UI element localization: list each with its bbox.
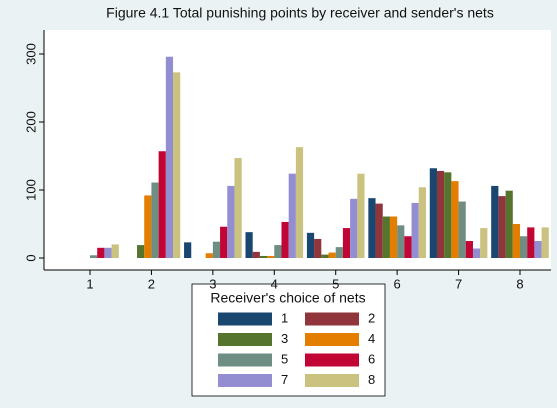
bar — [472, 248, 481, 258]
x-tick-label: 6 — [394, 276, 401, 291]
y-tick-label: 0 — [23, 254, 38, 261]
legend-swatch — [305, 333, 359, 346]
bar — [295, 147, 304, 258]
bar — [137, 245, 145, 258]
chart-title: Figure 4.1 Total punishing points by rec… — [106, 5, 494, 21]
bar — [227, 185, 235, 258]
x-tick-label: 2 — [148, 276, 155, 291]
bar — [259, 255, 268, 258]
legend-swatch — [218, 312, 272, 326]
y-tick-label: 300 — [23, 43, 38, 65]
bar — [281, 221, 289, 258]
bar — [520, 236, 528, 258]
legend-label: 1 — [281, 310, 288, 325]
bar — [306, 232, 315, 258]
legend-swatch — [218, 333, 272, 346]
legend-swatch — [218, 353, 272, 367]
x-tick-label: 8 — [516, 276, 523, 291]
bar — [382, 216, 390, 258]
bar — [97, 247, 105, 258]
bar — [90, 255, 98, 258]
y-tick-label: 100 — [23, 179, 38, 201]
legend-swatch — [305, 353, 359, 367]
legend-swatch — [305, 312, 359, 326]
bar — [165, 56, 174, 258]
bar — [527, 227, 535, 258]
bar — [234, 158, 242, 258]
x-tick-label: 7 — [455, 276, 462, 291]
x-tick-label: 3 — [209, 276, 216, 291]
legend-swatch — [305, 374, 359, 387]
bar — [418, 187, 426, 258]
bar — [411, 202, 419, 258]
bar — [512, 224, 520, 258]
bar — [335, 247, 343, 258]
bar — [389, 216, 398, 258]
bar — [274, 245, 282, 258]
x-tick-label: 1 — [86, 276, 93, 291]
legend-label: 6 — [368, 351, 375, 366]
bar — [357, 173, 365, 258]
bar — [350, 198, 358, 258]
bar — [342, 228, 351, 258]
bar — [252, 251, 260, 258]
legend-label: 3 — [281, 331, 288, 346]
bar — [491, 185, 499, 258]
bar — [173, 72, 181, 258]
legend-label: 5 — [281, 351, 288, 366]
bar — [212, 241, 221, 258]
bar — [404, 236, 412, 258]
bar — [480, 228, 488, 258]
bar — [465, 241, 473, 258]
x-tick-label: 5 — [332, 276, 339, 291]
bar — [184, 242, 192, 258]
legend-label: 7 — [281, 372, 288, 387]
bar — [158, 151, 166, 258]
bar — [314, 238, 322, 258]
bar — [375, 203, 383, 258]
legend-label: 4 — [368, 331, 375, 346]
legend-label: 8 — [368, 372, 375, 387]
bar — [111, 244, 119, 258]
bar — [288, 173, 296, 258]
bar — [534, 241, 542, 258]
bar — [429, 168, 437, 258]
bar — [220, 226, 228, 258]
legend-label: 2 — [368, 310, 375, 325]
bar — [245, 232, 253, 258]
bar — [444, 172, 452, 258]
bar — [104, 247, 112, 258]
legend-title: Receiver's choice of nets — [210, 290, 365, 306]
legend-swatch — [218, 374, 272, 387]
bar — [451, 181, 459, 258]
bar — [368, 198, 376, 258]
bar — [144, 195, 152, 258]
bar — [151, 182, 159, 258]
x-tick-label: 4 — [271, 276, 278, 291]
bar — [321, 254, 329, 258]
bar — [328, 252, 336, 258]
bar — [458, 201, 466, 258]
bar — [397, 225, 405, 258]
bar — [267, 255, 275, 258]
y-tick-label: 200 — [23, 111, 38, 133]
bar — [436, 170, 445, 258]
bar — [498, 196, 506, 258]
bar — [505, 190, 513, 258]
bar — [541, 227, 549, 258]
bar — [205, 253, 213, 258]
